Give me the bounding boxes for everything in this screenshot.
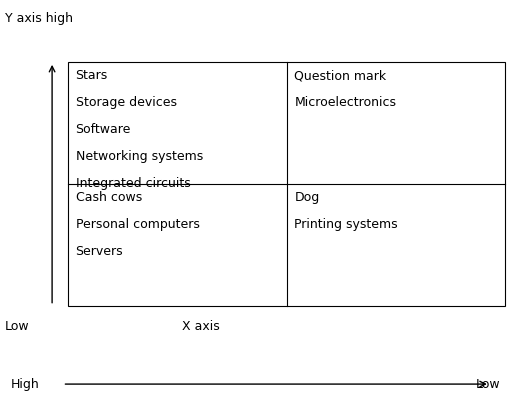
- Text: Low: Low: [5, 320, 30, 333]
- Text: Storage devices: Storage devices: [76, 96, 177, 109]
- Text: Microelectronics: Microelectronics: [294, 96, 396, 109]
- Text: Stars: Stars: [76, 69, 108, 82]
- Text: High: High: [10, 377, 39, 391]
- Text: Personal computers: Personal computers: [76, 218, 200, 231]
- Text: Networking systems: Networking systems: [76, 150, 203, 163]
- Text: Low: Low: [476, 377, 500, 391]
- Text: Software: Software: [76, 123, 131, 136]
- Text: Integrated circuits: Integrated circuits: [76, 177, 190, 190]
- Text: X axis: X axis: [182, 320, 220, 333]
- Text: Servers: Servers: [76, 245, 123, 258]
- Text: Printing systems: Printing systems: [294, 218, 398, 231]
- Text: Question mark: Question mark: [294, 69, 387, 82]
- Text: Dog: Dog: [294, 191, 319, 204]
- Text: Y axis high: Y axis high: [5, 12, 73, 25]
- Text: Cash cows: Cash cows: [76, 191, 142, 204]
